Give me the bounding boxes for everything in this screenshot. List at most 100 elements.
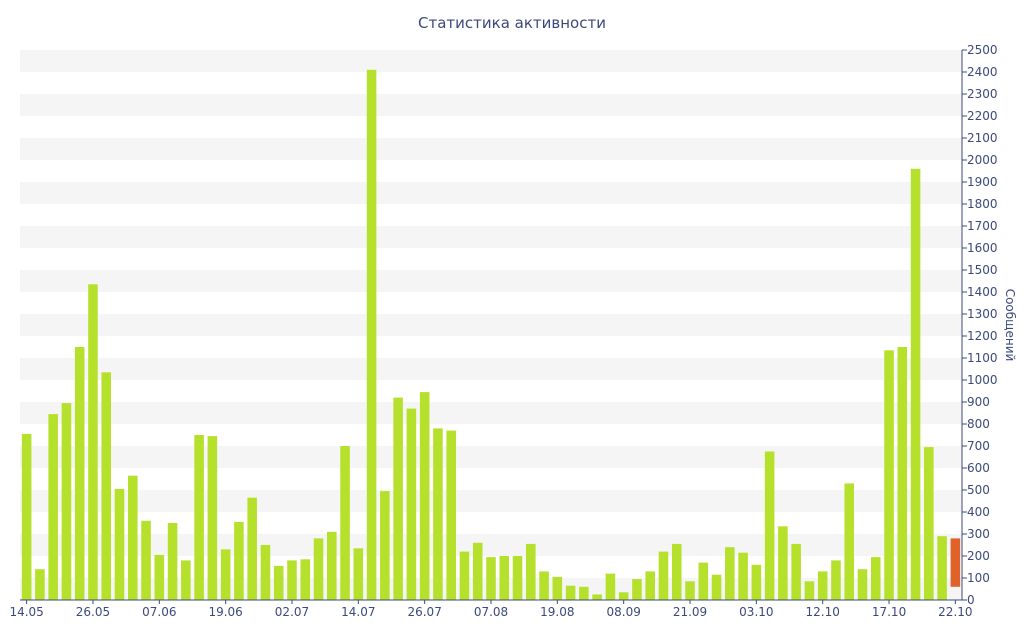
y-tick-label: 1700	[967, 219, 998, 233]
bar	[870, 557, 881, 600]
x-tick-label: 17.10	[872, 605, 906, 619]
bar	[738, 552, 748, 600]
y-tick-label: 2400	[967, 65, 998, 79]
x-tick-label: 08.09	[606, 605, 640, 619]
chart-title: Статистика активности	[418, 14, 606, 32]
bar	[181, 560, 191, 600]
x-tick-label: 26.07	[407, 605, 441, 619]
bar	[446, 430, 456, 600]
bar	[645, 571, 655, 600]
bar	[21, 433, 32, 600]
x-tick-label: 19.08	[540, 605, 574, 619]
bar	[605, 573, 616, 600]
y-tick-label: 1300	[967, 307, 998, 321]
bar	[924, 447, 934, 600]
x-tick-label: 22.10	[938, 605, 972, 619]
bar	[273, 565, 284, 600]
x-tick-label: 03.10	[739, 605, 773, 619]
y-tick-label: 500	[967, 483, 990, 497]
y-tick-label: 900	[967, 395, 990, 409]
x-tick-label: 02.07	[275, 605, 309, 619]
bar	[353, 548, 364, 600]
grid-band	[20, 182, 962, 204]
bar	[778, 526, 788, 600]
bar	[671, 543, 682, 600]
grid-band	[20, 226, 962, 248]
bar	[380, 491, 390, 600]
y-tick-label: 800	[967, 417, 990, 431]
y-tick-label: 0	[967, 593, 975, 607]
y-tick-label: 2100	[967, 131, 998, 145]
bar	[154, 554, 165, 600]
y-tick-label: 1900	[967, 175, 998, 189]
y-tick-label: 700	[967, 439, 990, 453]
grid-band	[20, 534, 962, 556]
bar	[526, 543, 536, 600]
grid-band	[20, 490, 962, 512]
bar	[698, 562, 709, 600]
x-tick-label: 14.05	[9, 605, 43, 619]
bar	[141, 520, 151, 600]
bar	[884, 350, 894, 600]
y-tick-label: 1600	[967, 241, 998, 255]
y-axis-label: Сообщений	[1003, 289, 1017, 362]
bar	[764, 451, 775, 600]
y-tick-label: 300	[967, 527, 990, 541]
x-tick-label: 07.08	[474, 605, 508, 619]
grid-band	[20, 50, 962, 72]
bar	[340, 446, 350, 600]
bar	[114, 488, 125, 600]
bar	[88, 284, 98, 600]
bar	[897, 347, 908, 600]
x-tick-label: 07.06	[142, 605, 176, 619]
bar	[831, 560, 841, 600]
bar	[300, 559, 311, 600]
grid-band	[20, 446, 962, 468]
bar	[751, 564, 762, 600]
bar	[327, 531, 337, 600]
y-tick-label: 1400	[967, 285, 998, 299]
grid-band	[20, 358, 962, 380]
bar	[247, 497, 257, 600]
bar	[539, 571, 549, 600]
y-tick-label: 2000	[967, 153, 998, 167]
bar	[711, 574, 722, 600]
bar	[433, 428, 443, 600]
bar	[234, 521, 244, 600]
bar-series	[21, 69, 961, 601]
bar	[817, 571, 828, 600]
bar	[565, 585, 576, 600]
y-tick-label: 200	[967, 549, 990, 563]
grid-band	[20, 138, 962, 160]
bar	[910, 168, 921, 601]
bar	[937, 536, 947, 600]
grid-bands	[20, 50, 962, 600]
y-tick-label: 100	[967, 571, 990, 585]
x-tick-label: 12.10	[806, 605, 840, 619]
bar	[857, 569, 868, 600]
y-tick-label: 1000	[967, 373, 998, 387]
y-tick-label: 1800	[967, 197, 998, 211]
bar	[207, 436, 218, 600]
bar	[127, 475, 138, 600]
grid-band	[20, 314, 962, 336]
y-tick-label: 600	[967, 461, 990, 475]
x-tick-label: 14.07	[341, 605, 375, 619]
grid-band	[20, 402, 962, 424]
y-tick-label: 1200	[967, 329, 998, 343]
bar	[804, 581, 815, 600]
bar	[167, 523, 178, 600]
current-day-bar	[950, 538, 961, 587]
bar	[74, 347, 85, 600]
bar	[579, 586, 589, 600]
bar	[220, 549, 231, 600]
bar	[791, 543, 801, 600]
bar	[393, 397, 403, 600]
y-tick-label: 2500	[967, 43, 998, 57]
bar	[472, 542, 483, 600]
bar	[366, 69, 377, 601]
x-tick-label: 21.09	[673, 605, 707, 619]
bar	[486, 557, 496, 600]
bar	[287, 560, 297, 600]
